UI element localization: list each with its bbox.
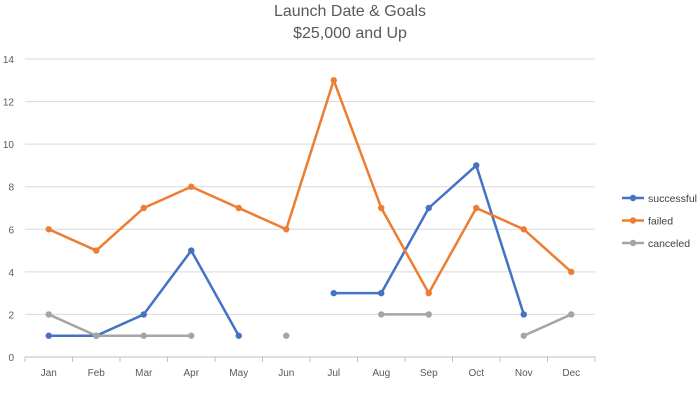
- legend: successful failed canceled: [622, 193, 697, 250]
- data-point-successful: [45, 332, 52, 339]
- data-point-canceled: [140, 332, 147, 339]
- legend-item-failed: failed: [622, 216, 673, 228]
- plot-series: [45, 77, 575, 339]
- data-point-canceled: [378, 311, 385, 318]
- data-point-successful: [188, 247, 195, 254]
- chart-subtitle: $25,000 and Up: [293, 25, 407, 42]
- y-tick-label: 12: [3, 98, 15, 109]
- series-canceled: [45, 311, 575, 339]
- data-point-successful: [473, 162, 480, 169]
- x-tick-label: Jul: [327, 368, 340, 379]
- series-line-canceled: [47, 313, 193, 337]
- legend-label-failed: failed: [648, 216, 673, 228]
- data-point-successful: [330, 289, 337, 297]
- data-point-failed: [188, 183, 195, 190]
- x-tick-label: Aug: [372, 368, 390, 379]
- legend-item-successful: successful: [622, 193, 697, 205]
- x-tick-label: Apr: [183, 368, 199, 379]
- data-point-successful: [378, 289, 385, 297]
- y-tick-label: 0: [8, 353, 14, 364]
- y-tick-label: 10: [3, 140, 15, 151]
- y-tick-label: 14: [3, 55, 15, 66]
- data-point-successful: [425, 204, 432, 212]
- data-point-failed: [330, 77, 337, 84]
- y-tick-label: 4: [8, 268, 14, 279]
- legend-item-canceled: canceled: [622, 238, 690, 250]
- axes: 0 2 4 6 8 10 12 14 Jan Feb Mar Apr May Jun Jul Aug Sep Oc…: [3, 55, 596, 379]
- data-point-canceled: [520, 332, 527, 339]
- data-point-failed: [45, 226, 52, 233]
- data-point-failed: [235, 204, 242, 212]
- data-point-canceled: [283, 332, 290, 339]
- data-point-canceled: [425, 311, 432, 318]
- x-tick-label: Dec: [562, 368, 580, 379]
- series-successful: [45, 162, 527, 339]
- data-point-successful: [140, 311, 147, 318]
- data-point-canceled: [45, 311, 52, 318]
- data-point-failed: [93, 247, 100, 254]
- x-tick-label: Jun: [278, 368, 294, 379]
- x-tick-label: May: [229, 368, 248, 379]
- series-line-failed: [47, 79, 573, 295]
- x-tick-label: Oct: [468, 368, 484, 379]
- chart-title: Launch Date & Goals: [274, 3, 426, 20]
- data-point-failed: [568, 268, 575, 276]
- legend-marker-successful: [629, 194, 637, 202]
- legend-marker-canceled: [629, 239, 637, 247]
- x-tick-label: Mar: [135, 368, 153, 379]
- series-line-successful: [47, 249, 240, 337]
- data-point-failed: [140, 204, 147, 212]
- x-tick-label: Feb: [88, 368, 106, 379]
- data-point-successful: [235, 332, 242, 339]
- y-tick-label: 8: [8, 183, 14, 194]
- data-point-canceled: [188, 332, 195, 339]
- series-line-canceled: [522, 313, 573, 337]
- data-point-failed: [283, 226, 290, 233]
- data-point-failed: [473, 204, 480, 212]
- x-tick-label: Nov: [515, 368, 533, 379]
- legend-marker-failed: [629, 217, 637, 224]
- legend-label-successful: successful: [648, 193, 697, 205]
- y-tick-label: 2: [8, 310, 14, 321]
- gridlines: [25, 58, 595, 315]
- data-point-successful: [520, 311, 527, 318]
- y-tick-label: 6: [8, 225, 14, 236]
- series-failed: [45, 77, 575, 297]
- x-tick-label: Sep: [420, 368, 438, 379]
- data-point-failed: [520, 226, 527, 233]
- data-point-failed: [425, 289, 432, 297]
- data-point-canceled: [93, 332, 100, 339]
- x-tick-label: Jan: [41, 368, 57, 379]
- legend-label-canceled: canceled: [648, 238, 690, 250]
- data-point-canceled: [568, 311, 575, 318]
- data-point-failed: [378, 204, 385, 212]
